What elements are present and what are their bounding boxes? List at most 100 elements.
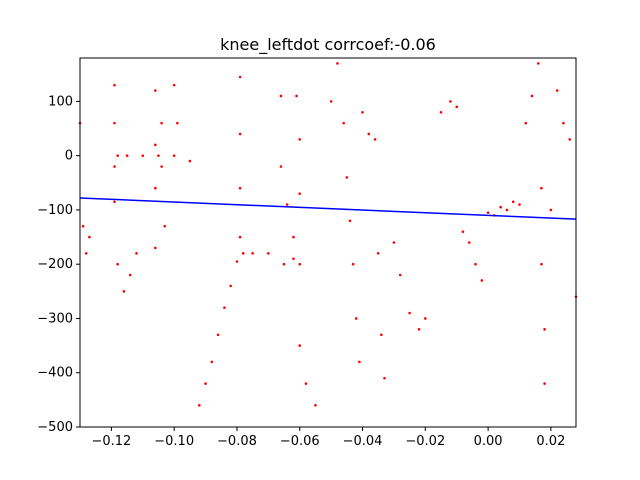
scatter-point [351,262,355,266]
scatter-point [128,273,132,277]
scatter-point [197,403,201,407]
scatter-point [154,246,157,250]
scatter-point [210,360,214,364]
scatter-point [163,224,167,228]
x-axis: −0.12 −0.10 −0.08 −0.06 −0.04 −0.02 0.00 0.02 [91,427,565,449]
scatter-point [235,260,239,263]
scatter-point [154,186,157,190]
scatter-point [223,306,226,309]
scatter-point [295,94,298,98]
scatter-point [172,83,176,87]
scatter-point [499,205,502,209]
y-tick-label: 100 [48,94,73,109]
scatter-point [88,235,91,239]
y-tick-label: −400 [37,366,73,381]
scatter-point [298,138,302,141]
scatter-point [251,252,254,255]
scatter-point [329,100,333,103]
scatter-point [524,121,528,125]
y-tick-label: −100 [37,203,73,218]
scatter-point [113,121,116,125]
scatter-point [267,252,270,255]
scatter-point [505,208,509,212]
scatter-point [154,89,157,92]
scatter-point [455,105,459,109]
scatter-point [282,262,286,266]
scatter-point [549,208,553,212]
scatter-point [474,262,477,266]
scatter-point [116,154,119,157]
scatter-point [540,262,543,266]
scatter-point [238,186,242,190]
scatter-point [543,328,546,331]
scatter-point [84,252,88,255]
scatter-point [81,224,85,228]
scatter-point [467,241,471,244]
scatter-point [122,290,126,293]
scatter-point [116,262,119,266]
scatter-point [238,235,242,239]
scatter-point [336,62,339,65]
regression-line [79,197,577,220]
x-tick-label: −0.12 [91,434,131,449]
scatter-point [279,94,283,98]
scatter-point [241,252,245,255]
scatter-point [157,154,160,157]
scatter-point [292,257,295,261]
axes-frame [79,57,577,428]
scatter-point [480,279,484,282]
scatter-point [383,376,386,380]
y-axis: −500 −400 −300 −200 −100 0 100 [37,94,80,435]
x-tick-label: 0.00 [474,434,503,449]
scatter-point [380,333,383,337]
scatter-point [376,252,380,255]
scatter-point [238,75,242,79]
scatter-point [298,192,302,195]
scatter-point [449,100,452,103]
fit-line [79,197,577,220]
scatter-point [408,311,411,315]
scatter-point [204,382,207,385]
plot-area [78,62,578,407]
scatter-point [461,230,465,233]
scatter-point [358,360,361,364]
scatter-point [304,382,308,385]
x-tick-label: 0.02 [536,434,565,449]
scatter-point [229,284,232,288]
x-tick-label: −0.02 [405,434,445,449]
scatter-point [113,165,116,168]
scatter-point [511,200,515,204]
scatter-point [348,219,352,223]
scatter-point [373,138,377,141]
scatter-point [367,132,371,136]
scatter-point [216,333,220,337]
scatter-point [172,154,176,157]
scatter-point [417,328,421,331]
scatter-point [135,252,138,255]
scatter-point [298,344,302,347]
scatter-point [537,62,540,65]
scatter-point [439,110,443,114]
scatter-point [160,165,163,168]
chart-title: knee_leftdot corrcoef:-0.06 [220,35,436,55]
scatter-point [125,154,129,157]
scatter-point [392,241,396,244]
scatter-point [424,317,427,320]
scatter-point [113,200,116,204]
scatter-point [279,165,283,168]
scatter-point [562,121,565,125]
scatter-point [345,176,349,179]
scatter-point [188,159,192,163]
scatter-point [540,186,543,190]
scatter-point [518,203,521,206]
y-tick-label: −200 [37,257,73,272]
scatter-point [238,132,242,136]
x-tick-label: −0.08 [217,434,257,449]
scatter-point [354,317,358,320]
x-tick-label: −0.10 [154,434,194,449]
scatter-point [361,110,364,114]
y-tick-label: −300 [37,311,73,326]
scatter-point [342,121,345,125]
scatter-point [285,203,289,206]
